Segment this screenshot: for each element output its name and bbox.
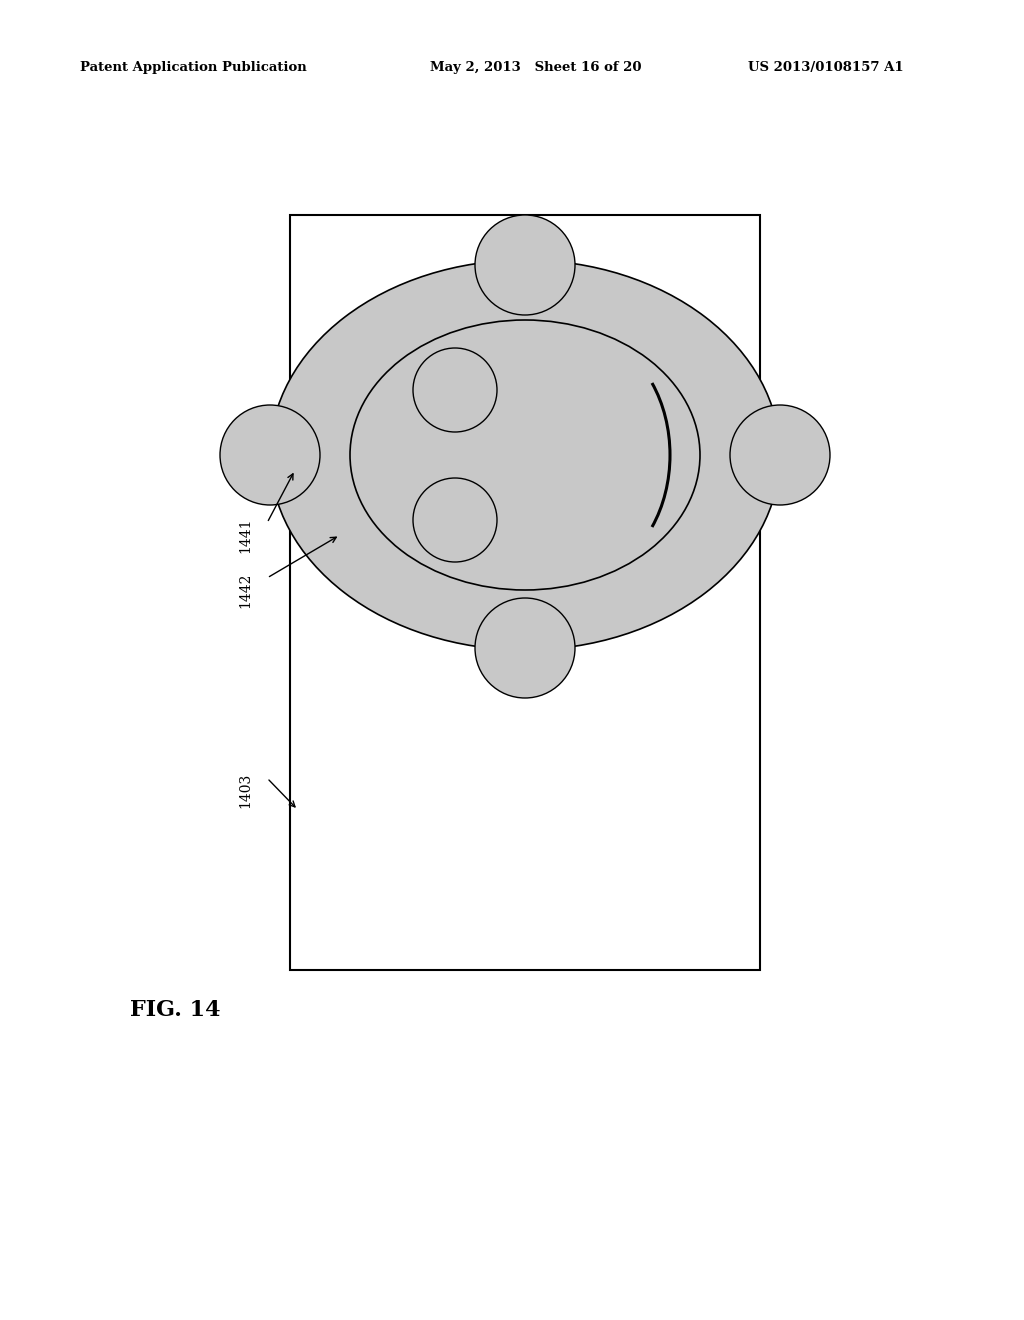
Ellipse shape (730, 405, 830, 506)
Ellipse shape (220, 405, 319, 506)
Text: US 2013/0108157 A1: US 2013/0108157 A1 (748, 62, 903, 74)
Text: 1403: 1403 (238, 772, 252, 808)
Ellipse shape (475, 598, 575, 698)
Ellipse shape (475, 215, 575, 315)
Text: May 2, 2013   Sheet 16 of 20: May 2, 2013 Sheet 16 of 20 (430, 62, 642, 74)
Ellipse shape (413, 478, 497, 562)
Ellipse shape (350, 319, 700, 590)
Text: 1441: 1441 (238, 517, 252, 553)
Ellipse shape (413, 348, 497, 432)
Text: Patent Application Publication: Patent Application Publication (80, 62, 307, 74)
Bar (290, 215, 760, 970)
Text: 1442: 1442 (238, 573, 252, 607)
Ellipse shape (270, 260, 780, 649)
Text: FIG. 14: FIG. 14 (130, 999, 220, 1020)
